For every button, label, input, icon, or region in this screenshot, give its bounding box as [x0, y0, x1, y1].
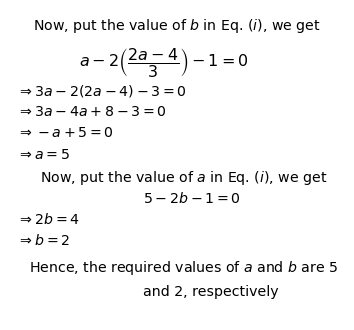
Text: $\Rightarrow 2b = 4$: $\Rightarrow 2b = 4$ — [17, 212, 80, 227]
Text: $5 - 2b - 1 = 0$: $5 - 2b - 1 = 0$ — [143, 191, 241, 206]
Text: Hence, the required values of $a$ and $b$ are 5: Hence, the required values of $a$ and $b… — [29, 259, 338, 277]
Text: and 2, respectively: and 2, respectively — [143, 285, 279, 299]
Text: $\Rightarrow b = 2$: $\Rightarrow b = 2$ — [17, 233, 70, 248]
Text: $a - 2\left(\dfrac{2a-4}{3}\right) - 1 = 0$: $a - 2\left(\dfrac{2a-4}{3}\right) - 1 =… — [79, 46, 248, 79]
Text: $\Rightarrow 3a - 2(2a - 4) - 3 = 0$: $\Rightarrow 3a - 2(2a - 4) - 3 = 0$ — [17, 83, 187, 99]
Text: $\Rightarrow a = 5$: $\Rightarrow a = 5$ — [17, 148, 70, 162]
Text: $\Rightarrow -a + 5 = 0$: $\Rightarrow -a + 5 = 0$ — [17, 126, 114, 140]
Text: $\Rightarrow 3a - 4a + 8 - 3 = 0$: $\Rightarrow 3a - 4a + 8 - 3 = 0$ — [17, 105, 167, 119]
Text: Now, put the value of $b$ in Eq. ($i$), we get: Now, put the value of $b$ in Eq. ($i$), … — [33, 17, 321, 35]
Text: Now, put the value of $a$ in Eq. ($i$), we get: Now, put the value of $a$ in Eq. ($i$), … — [40, 169, 327, 187]
